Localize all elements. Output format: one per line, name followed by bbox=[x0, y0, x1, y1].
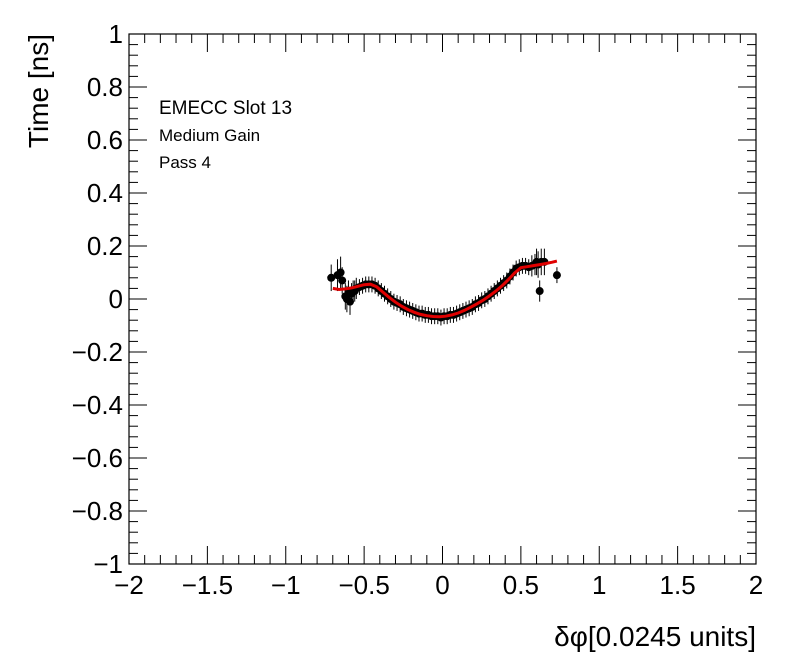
y-tick-label: 0.6 bbox=[87, 125, 123, 155]
y-tick-label: −0.4 bbox=[72, 390, 123, 420]
data-point bbox=[338, 276, 347, 285]
data-point bbox=[552, 271, 561, 280]
y-axis-title: Time [ns] bbox=[23, 34, 54, 148]
x-tick-label: 0 bbox=[435, 570, 449, 600]
y-tick-label: 0.8 bbox=[87, 72, 123, 102]
annotation-pass: Pass 4 bbox=[159, 153, 211, 172]
x-tick-label: −0.5 bbox=[338, 570, 389, 600]
data-point bbox=[346, 297, 355, 306]
y-tick-label: 0 bbox=[109, 284, 123, 314]
y-tick-label: 1 bbox=[109, 19, 123, 49]
data-point bbox=[336, 268, 345, 277]
annotation-gain: Medium Gain bbox=[159, 126, 260, 145]
data-point bbox=[327, 273, 336, 282]
x-tick-label: −2 bbox=[114, 570, 144, 600]
data-point bbox=[535, 287, 544, 296]
y-tick-label: 0.2 bbox=[87, 231, 123, 261]
annotation-detector: EMECC Slot 13 bbox=[159, 98, 292, 119]
x-tick-label: 2 bbox=[749, 570, 763, 600]
axis-ticks bbox=[128, 33, 757, 565]
x-tick-label: −1.5 bbox=[182, 570, 233, 600]
x-tick-label: 0.5 bbox=[503, 570, 539, 600]
x-axis-title: δφ[0.0245 units] bbox=[554, 621, 756, 652]
x-tick-labels: −2 −1.5 −1 −0.5 0 0.5 1 1.5 2 bbox=[114, 570, 763, 600]
x-tick-label: 1.5 bbox=[660, 570, 696, 600]
x-tick-label: 1 bbox=[592, 570, 606, 600]
y-tick-label: −0.2 bbox=[72, 337, 123, 367]
y-tick-label: 0.4 bbox=[87, 178, 123, 208]
fit-curve bbox=[332, 259, 558, 319]
y-tick-label: −1 bbox=[93, 549, 123, 579]
y-tick-label: −0.6 bbox=[72, 443, 123, 473]
y-tick-label: −0.8 bbox=[72, 496, 123, 526]
x-tick-label: −1 bbox=[271, 570, 301, 600]
y-tick-labels: −1 −0.8 −0.6 −0.4 −0.2 0 0.2 0.4 0.6 0.8 1 bbox=[72, 19, 123, 579]
